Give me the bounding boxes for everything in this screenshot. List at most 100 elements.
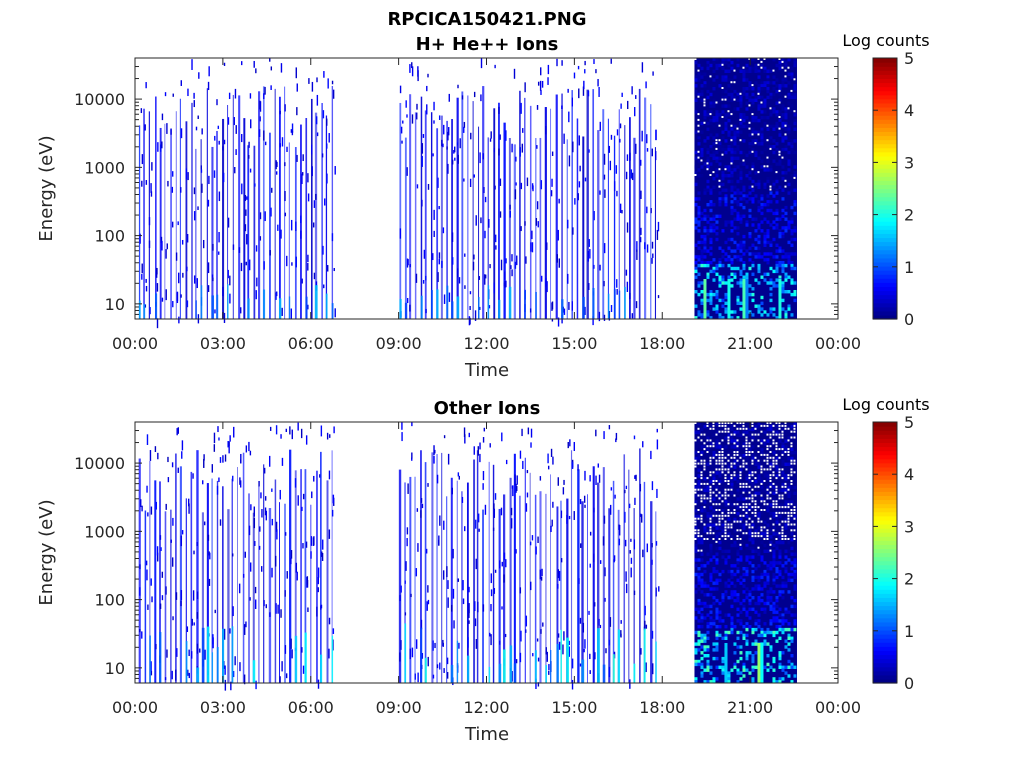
sweep-dot — [297, 495, 299, 506]
dense-cell — [781, 249, 785, 253]
dense-cell — [697, 284, 701, 288]
dense-cell — [790, 465, 794, 469]
dense-cell — [742, 662, 746, 667]
sweep-dot — [224, 454, 227, 462]
dense-cell — [700, 619, 704, 623]
sweep-dot — [249, 168, 252, 173]
dense-cell — [709, 488, 712, 491]
dense-cell — [772, 451, 776, 455]
colorbar-swatch — [873, 249, 897, 255]
sweep-dot — [477, 513, 480, 523]
dense-cell — [739, 619, 743, 623]
dense-cell — [703, 604, 707, 609]
sweep-dot — [635, 474, 637, 481]
dense-cell — [697, 610, 701, 614]
dense-cell — [760, 307, 764, 311]
dense-cell — [778, 584, 782, 588]
sweep-dot — [327, 78, 329, 89]
colorbar-swatch — [873, 192, 897, 198]
sweep-dot — [656, 439, 659, 450]
dense-cell — [739, 217, 743, 221]
dense-cell — [769, 645, 773, 649]
sweep-dot — [422, 134, 425, 138]
dense-cell — [706, 613, 710, 617]
dense-cell — [781, 427, 785, 432]
dense-cell — [745, 272, 749, 276]
dense-cell — [718, 494, 722, 498]
colorbar-swatch — [873, 159, 897, 165]
sweep-dot — [306, 576, 309, 585]
dense-cell — [784, 462, 788, 466]
sweep-dot — [434, 449, 436, 454]
dense-cell — [721, 555, 725, 559]
dense-cell — [769, 459, 773, 464]
dense-cell — [727, 255, 731, 259]
dense-cell — [727, 517, 731, 522]
dense-cell — [769, 543, 772, 546]
dense-cell — [730, 153, 734, 158]
sweep-dot — [193, 187, 196, 195]
dense-cell — [751, 480, 754, 482]
dense-cell — [778, 593, 782, 597]
sweep-dot — [316, 132, 319, 137]
dense-cell — [760, 142, 764, 146]
dense-cell — [766, 445, 769, 448]
sweep-dot — [269, 612, 271, 617]
dense-cell — [766, 116, 770, 120]
dense-cell — [748, 176, 752, 181]
sweep-line — [252, 512, 255, 683]
dense-cell — [733, 442, 736, 445]
dense-cell — [763, 633, 767, 638]
sweep-dot — [468, 609, 470, 618]
sweep-dot — [568, 646, 570, 657]
dense-cell — [790, 500, 794, 504]
dense-cell — [730, 456, 733, 459]
dense-cell — [745, 442, 748, 445]
dense-cell — [736, 226, 740, 230]
dense-cell — [766, 234, 770, 239]
sweep-dot — [259, 212, 262, 220]
sweep-dot — [499, 211, 502, 218]
dense-cell — [760, 488, 764, 493]
sweep-dot — [294, 478, 297, 488]
dense-cell — [739, 220, 743, 224]
dense-cell — [700, 538, 704, 542]
dense-cell — [769, 81, 773, 85]
dense-cell — [766, 575, 770, 580]
sweep-dot — [399, 228, 402, 239]
dense-cell — [715, 307, 719, 311]
dense-cell — [724, 561, 728, 565]
dense-cell — [787, 448, 790, 451]
dense-cell — [772, 307, 776, 311]
sweep-dot — [165, 249, 167, 259]
dense-cell — [697, 223, 701, 227]
dense-cell — [733, 156, 737, 160]
dense-cell — [736, 203, 740, 207]
dense-cell — [757, 208, 761, 213]
dense-cell — [724, 310, 728, 314]
dense-cell — [739, 116, 743, 120]
sweep-dot — [519, 652, 522, 663]
sweep-dot — [573, 511, 575, 520]
dense-cell — [772, 526, 776, 530]
sweep-line — [331, 450, 333, 683]
sweep-lowenergy — [498, 299, 501, 319]
sweep-dot — [417, 543, 419, 552]
dense-cell — [757, 266, 761, 271]
dense-cell — [763, 459, 766, 462]
dense-cell — [748, 121, 751, 124]
sweep-dot — [219, 519, 222, 526]
sweep-dot — [307, 254, 309, 263]
sweep-dot — [619, 138, 621, 143]
dense-cell — [778, 150, 781, 153]
sweep-dot — [579, 499, 582, 505]
x-tick-label: 21:00 — [727, 334, 773, 353]
dense-cell — [793, 514, 797, 519]
dense-cell — [736, 596, 740, 600]
dense-cell — [751, 630, 755, 635]
dense-cell — [754, 619, 758, 623]
sweep-lowenergy — [252, 660, 256, 683]
dense-cell — [781, 596, 785, 600]
sweep-lowenergy — [211, 295, 214, 319]
dense-cell — [763, 258, 767, 262]
